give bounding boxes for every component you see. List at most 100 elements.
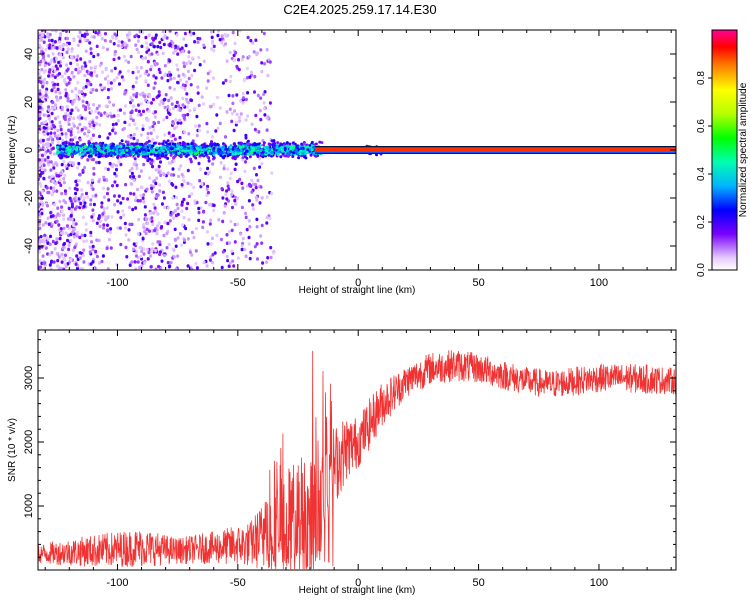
spectrogram-cell	[225, 148, 229, 151]
spectrogram-cell	[231, 94, 235, 98]
spectrogram-cell	[212, 156, 216, 160]
spectrogram-cell	[64, 191, 68, 196]
spectrogram-cell	[66, 113, 70, 117]
spectrogram-cell	[111, 36, 115, 40]
spectrogram-cell	[147, 109, 151, 113]
spectrogram-cell	[64, 200, 68, 205]
spectrogram-cell	[268, 101, 272, 105]
spectrogram-cell	[83, 233, 87, 238]
spectrogram-cell	[163, 253, 167, 258]
spectrogram-cell	[134, 108, 138, 112]
spectrogram-cell	[269, 245, 273, 250]
spectrogram-cell	[140, 185, 144, 190]
spectrogram-cell	[183, 87, 187, 91]
spectrogram-cell	[310, 148, 314, 152]
spectrogram-cell	[56, 264, 60, 269]
spectrogram-cell	[179, 47, 183, 52]
spectrogram-cell	[218, 121, 222, 126]
spectrogram-cell	[53, 75, 57, 79]
spectrogram-cell	[121, 127, 125, 132]
spectrogram-cell	[49, 131, 53, 135]
colorbar-tick-label: 0.4	[696, 167, 707, 181]
spectrogram-cell	[174, 48, 178, 53]
spectrogram-cell	[177, 151, 181, 155]
spectrogram-cell	[43, 158, 47, 162]
spectrogram-cell	[139, 254, 143, 259]
spectrogram-cell	[81, 168, 85, 173]
spectrogram-cell	[102, 195, 106, 199]
spectrogram-cell	[254, 113, 258, 118]
spectrogram-cell	[145, 69, 149, 74]
spectrogram-cell	[51, 65, 55, 70]
spectrogram-cell	[75, 93, 79, 98]
spectrogram-cell	[63, 114, 67, 119]
spectrogram-cell	[91, 194, 95, 198]
spectrogram-cell	[69, 238, 73, 243]
spectrogram-cell	[151, 164, 154, 169]
spectrogram-cell	[186, 142, 190, 146]
spectrogram-cell	[180, 183, 184, 187]
spectrogram-cell	[116, 226, 120, 230]
y-tick-label: -40	[23, 238, 35, 254]
spectrogram-cell	[272, 139, 276, 143]
spectrogram-cell	[60, 74, 64, 79]
spectrogram-cell	[41, 254, 45, 258]
spectrogram-cell	[41, 160, 45, 165]
spectrogram-cell	[178, 232, 182, 236]
spectrogram-cell	[178, 118, 182, 123]
spectrogram-cell	[238, 30, 242, 33]
spectrogram-cell	[227, 229, 231, 234]
spectrogram-cell	[153, 228, 157, 233]
spectrogram-cell	[167, 98, 171, 103]
spectrogram-cell	[82, 196, 86, 200]
spectrogram-cell	[113, 180, 117, 184]
spectrogram-cell	[212, 146, 216, 150]
spectrogram-cell	[94, 141, 98, 145]
spectrogram-cell	[169, 73, 173, 77]
spectrogram-cell	[132, 192, 136, 196]
spectrogram-cell	[122, 151, 126, 155]
spectrogram-cell	[93, 69, 97, 74]
spectrogram-cell	[254, 185, 258, 190]
spectrogram-cell	[253, 244, 257, 249]
spectrogram-cell	[54, 90, 58, 94]
spectrogram-cell	[118, 70, 122, 74]
spectrogram-cell	[50, 111, 54, 116]
spectrogram-cell	[58, 178, 62, 183]
spectrogram-cell	[83, 32, 87, 36]
spectrogram-cell	[77, 97, 81, 101]
spectrogram-cell	[229, 171, 233, 176]
spectrogram-cell	[248, 256, 252, 261]
spectrogram-cell	[104, 77, 107, 81]
spectrogram-cell	[265, 195, 269, 199]
spectrogram-cell	[66, 108, 70, 112]
spectrogram-cell	[159, 226, 163, 230]
spectrogram-cell	[158, 102, 162, 107]
spectrogram-cell	[283, 154, 287, 158]
spectrogram-cell	[176, 52, 180, 56]
spectrogram-cell	[153, 81, 157, 85]
spectrogram-cell	[297, 156, 301, 160]
spectrogram-cell	[61, 56, 65, 60]
spectrogram-cell	[64, 164, 68, 168]
spectrogram-cell	[260, 61, 264, 65]
spectrogram-cell	[153, 206, 157, 210]
spectrogram-cell	[163, 205, 167, 210]
spectrogram-cell	[197, 55, 201, 60]
spectrogram-cell	[224, 42, 227, 46]
spectrogram-cell	[110, 69, 114, 73]
spectrogram-cell	[250, 70, 253, 75]
spectrogram-cell	[78, 179, 81, 183]
spectrogram-cell	[117, 160, 121, 164]
spectrogram-cell	[58, 133, 62, 138]
spectrogram-cell	[108, 161, 112, 166]
spectrogram-cell	[240, 244, 244, 248]
spectrogram-cell	[88, 120, 92, 124]
spectrogram-cell	[128, 32, 132, 37]
spectrogram-cell	[139, 113, 143, 117]
spectrogram-cell	[244, 211, 248, 216]
spectrogram-cell	[212, 153, 216, 157]
spectrogram-cell	[46, 241, 50, 245]
spectrogram-cell	[65, 104, 69, 109]
spectrogram-cell	[217, 148, 220, 151]
